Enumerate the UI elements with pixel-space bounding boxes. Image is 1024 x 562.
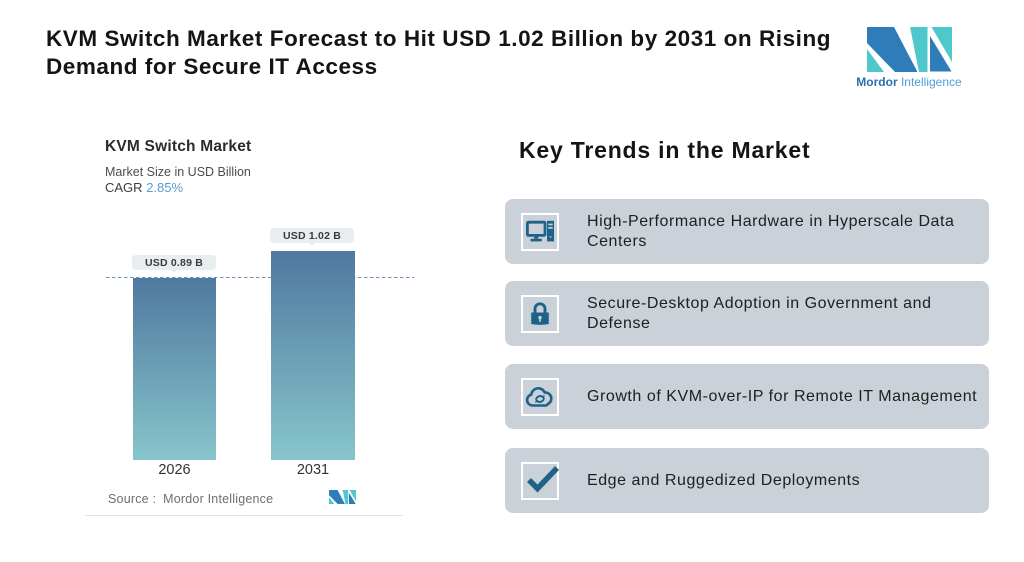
brand-name: Mordor Intelligence [856,76,962,89]
trend-card-kvm-over-ip: Growth of KVM-over-IP for Remote IT Mana… [505,364,989,429]
x-axis-label-2026: 2026 [158,462,191,478]
trend-icon-box [521,294,559,333]
trend-text: High-Performance Hardware in Hyperscale … [587,213,955,250]
trend-card-hyperscale: High-Performance Hardware in Hyperscale … [505,199,989,264]
trend-card-edge-deployments: Edge and Ruggedized Deployments [505,448,989,513]
bar-value-callout-2026: USD 0.89 B [132,255,216,273]
bar-2026 [133,278,216,460]
checkmark-icon [527,465,560,493]
bar-value-label-2031: USD 1.02 B [282,229,342,242]
trend-text: Secure-Desktop Adoption in Government an… [587,295,932,332]
chart-subtitle: Market Size in USD Billion [105,164,251,179]
callout-tail [170,270,177,273]
brand-logo: Mordor Intelligence [856,27,962,89]
reference-dashed-line [106,276,414,279]
cloud-sync-icon [525,386,553,407]
callout-tail [308,243,315,246]
source-label: Source : [108,491,157,506]
mordor-intelligence-logo-icon [866,27,952,72]
x-axis-label-2031: 2031 [296,462,330,478]
brand-name-bold: Mordor [856,75,898,89]
mordor-mini-logo-icon [329,490,356,505]
cagr-value: 2.85% [146,180,184,195]
source-value: Mordor Intelligence [163,491,274,506]
chart-cagr: CAGR 2.85% [105,180,183,196]
trend-icon-box [521,461,560,500]
bar-value-callout-2031: USD 1.02 B [270,228,354,246]
chart-bottom-divider [85,515,403,516]
bar-2031 [271,251,355,460]
bar-value-label-2026: USD 0.89 B [144,256,204,269]
trend-text: Edge and Ruggedized Deployments [587,471,861,489]
brand-name-light: Intelligence [900,75,962,89]
page-title: KVM Switch Market Forecast to Hit USD 1.… [46,26,832,79]
trend-icon-box [521,212,559,251]
desktop-computer-icon [526,220,554,241]
trend-text: Growth of KVM-over-IP for Remote IT Mana… [587,387,978,405]
cagr-label: CAGR [105,180,143,195]
trend-card-secure-desktop: Secure-Desktop Adoption in Government an… [505,281,989,346]
chart-title: KVM Switch Market [105,137,252,155]
trends-heading: Key Trends in the Market [519,137,811,163]
padlock-icon [531,301,549,325]
chart-source: Source : Mordor Intelligence [108,492,273,507]
trend-icon-box [521,377,559,416]
